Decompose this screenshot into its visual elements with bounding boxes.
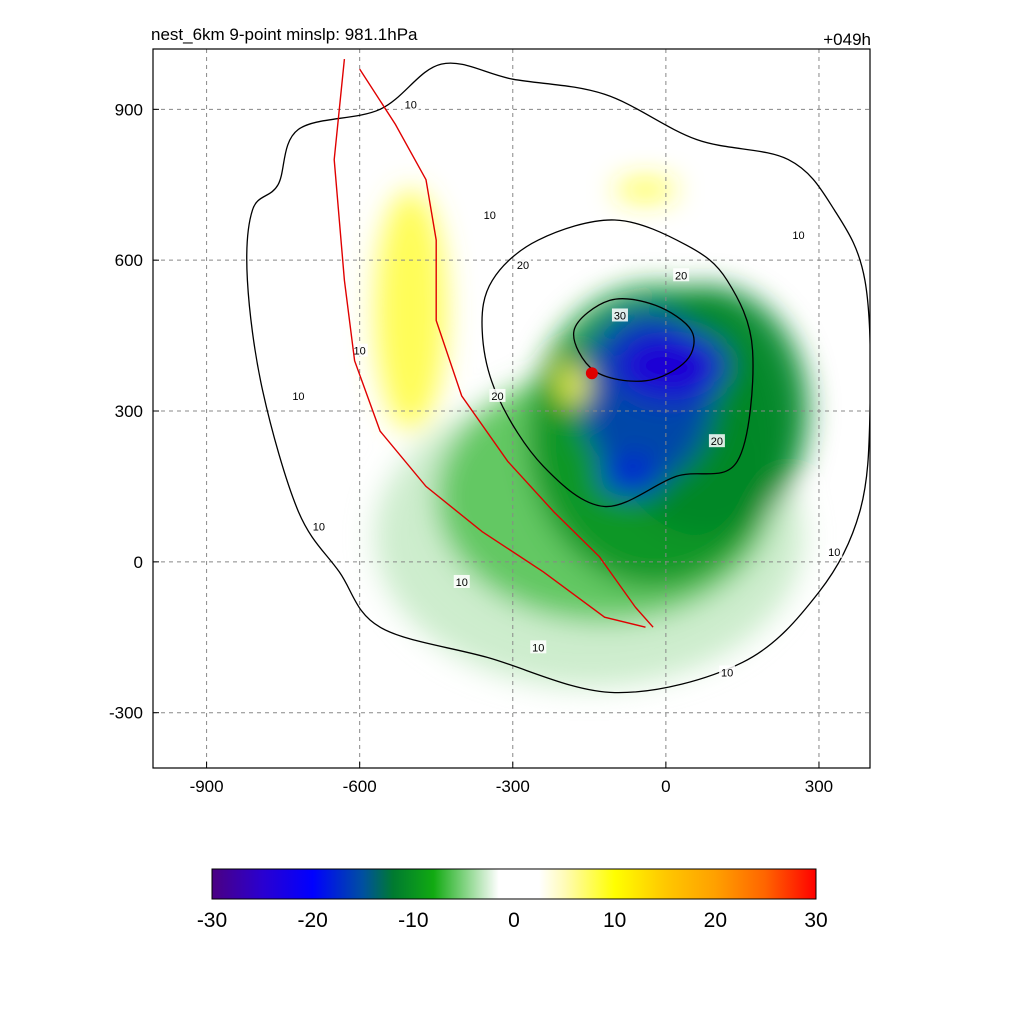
contour-label: 10	[828, 547, 840, 559]
colorbar-tick-label: -20	[297, 909, 327, 932]
y-axis: -300 0 300 600 900	[109, 100, 159, 723]
contour-label-bg	[489, 388, 506, 402]
y-tick-label: 0	[134, 553, 143, 572]
y-tick-label: 300	[115, 402, 143, 421]
colorbar-tick-label: -30	[197, 909, 227, 932]
colorbar-tick-label: 20	[704, 909, 727, 932]
contour-label-bg	[402, 97, 419, 111]
colorbar-gradient	[212, 869, 816, 899]
contour-label: 10	[313, 522, 325, 534]
plot-area: 10 10 10 10 10 10 10 10 10 10 20 20 20 20 30	[153, 49, 870, 768]
colorbar-tick-label: 10	[603, 909, 626, 932]
y-tick-label: 600	[115, 251, 143, 270]
track-layer	[333, 59, 654, 628]
y-tick-label: 900	[115, 100, 143, 119]
colorbar-tick-label: 30	[804, 909, 827, 932]
field-blob	[558, 365, 590, 406]
contour-label-bg	[351, 343, 368, 357]
x-tick-label: 300	[805, 777, 833, 796]
contour-label: 20	[517, 260, 529, 272]
plot-frame	[152, 48, 871, 769]
contour-layer: 10 10 10 10 10 10 10 10 10 10 20 20 20 20 30	[246, 62, 870, 694]
field-blob	[374, 189, 447, 432]
track-line	[359, 68, 654, 628]
x-tick-label: -900	[190, 777, 224, 796]
x-tick-label: -300	[496, 777, 530, 796]
contour-label: 30	[614, 310, 626, 322]
track-line	[333, 59, 646, 628]
contour-label: 10	[484, 210, 496, 222]
contour-label-bg	[790, 228, 807, 242]
contour-line	[246, 62, 870, 694]
contour-label: 20	[491, 391, 503, 403]
contour-label-bg	[481, 207, 498, 221]
contour-label-bg	[708, 434, 725, 448]
colorbar-tick-label: 0	[508, 909, 520, 932]
colorbar-frame	[211, 868, 817, 900]
contour-label-bg	[310, 519, 327, 533]
contour-label-bg	[290, 388, 307, 402]
contour-label: 10	[721, 667, 733, 679]
contour-label: 10	[792, 230, 804, 242]
field-blob	[599, 456, 661, 497]
contour-label-bg	[514, 258, 531, 272]
y-tick-label: -300	[109, 704, 143, 723]
x-tick-label: -600	[343, 777, 377, 796]
storm-center-marker	[585, 367, 598, 380]
x-tick-label: 0	[661, 777, 670, 796]
chart-title: nest_6km 9-point minslp: 981.1hPa	[151, 25, 418, 44]
contour-label-bg	[673, 268, 690, 282]
contour-label: 10	[405, 99, 417, 111]
contour-label-bg	[453, 574, 470, 588]
contour-label: 20	[675, 270, 687, 282]
x-axis: -900 -600 -300 0 300	[190, 762, 833, 796]
colorbar-tick-label: -10	[398, 909, 428, 932]
colorbar: -30 -20 -10 0 10 20 30	[197, 868, 828, 932]
colorbar-ticks: -30 -20 -10 0 10 20 30	[197, 909, 828, 932]
contour-label: 10	[292, 391, 304, 403]
contour-label-bg	[719, 665, 736, 679]
contour-label: 20	[711, 436, 723, 448]
field-blob	[614, 179, 677, 200]
contour-label-bg	[826, 544, 843, 558]
wind-field-layer	[374, 179, 809, 688]
contour-label: 10	[532, 642, 544, 654]
contour-label: 10	[354, 346, 366, 358]
forecast-hour-label: +049h	[823, 30, 871, 49]
contour-label-bg	[611, 308, 628, 322]
field-blob	[614, 330, 728, 401]
contour-label: 10	[456, 577, 468, 589]
contour-label-bg	[530, 640, 547, 654]
